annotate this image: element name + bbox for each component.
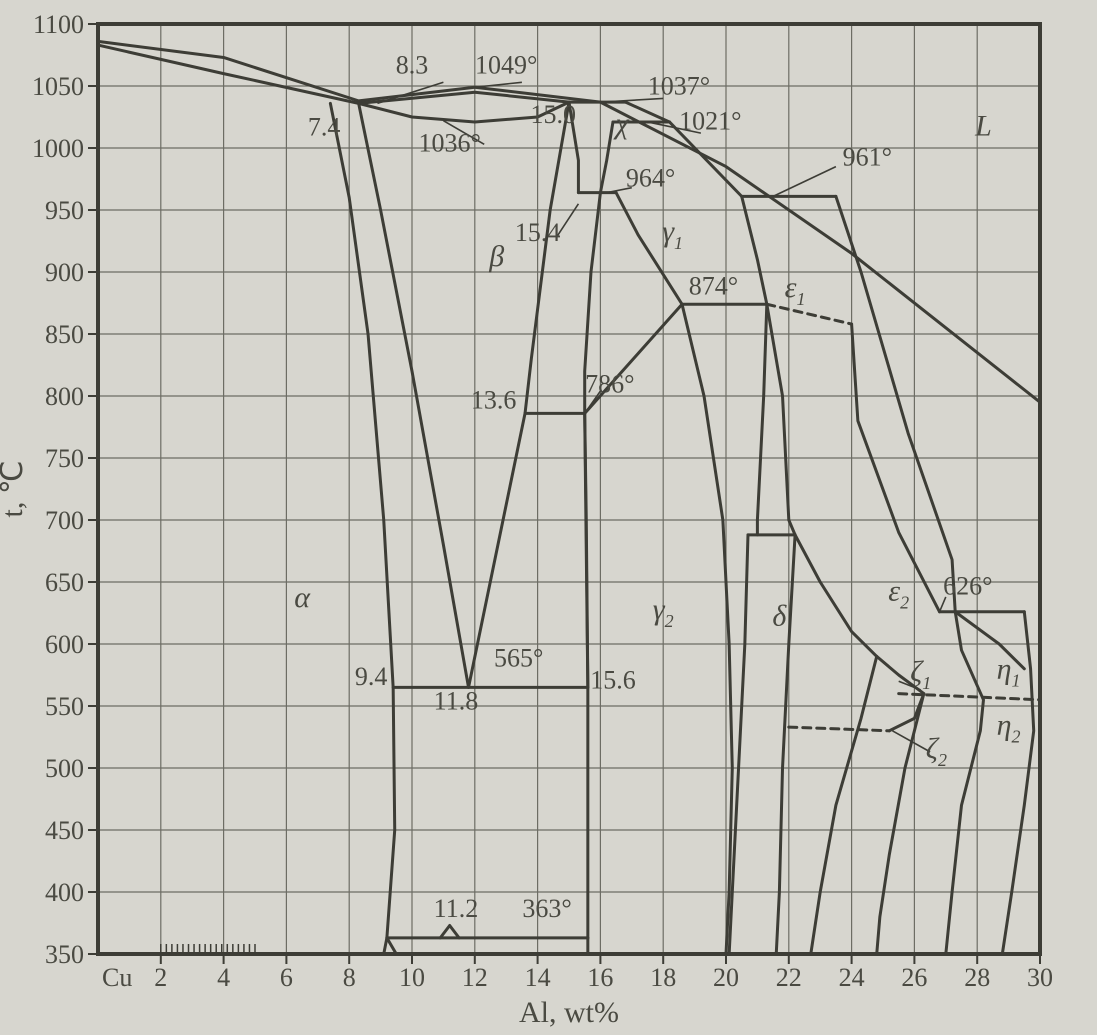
- annotation: 15.0: [531, 100, 577, 129]
- annotation: 626°: [943, 571, 992, 600]
- y-tick-label: 350: [45, 940, 84, 969]
- annotation: 363°: [522, 894, 571, 923]
- annotation: 1021°: [679, 106, 741, 135]
- curve-eps1-liq-boundary: [742, 196, 767, 304]
- curve-dash-858: [767, 304, 852, 324]
- annotation: 786°: [585, 369, 634, 398]
- x-tick-label: 12: [462, 963, 488, 992]
- annotation: 874°: [689, 271, 738, 300]
- phase-label: η2: [997, 709, 1021, 747]
- curve-gamma1-right-upper: [616, 193, 682, 305]
- y-tick-label: 600: [45, 630, 84, 659]
- x-tick-label: 10: [399, 963, 425, 992]
- x-tick-label: 22: [776, 963, 802, 992]
- plot-frame: [98, 24, 1040, 954]
- phase-label: ε2: [888, 575, 909, 613]
- x-tick-label: 20: [713, 963, 739, 992]
- annotation: 13.6: [471, 385, 517, 414]
- annotation: 8.3: [396, 51, 429, 80]
- x-tick-label: 14: [525, 963, 551, 992]
- y-axis-label: t, ℃: [0, 460, 29, 517]
- phase-label: γ2: [653, 593, 674, 631]
- annotation: 7.4: [308, 113, 341, 142]
- curve-beta-left: [359, 103, 469, 687]
- ticks: 24681012141618202224262830Cu350400450500…: [32, 10, 1053, 992]
- annotation: 565°: [494, 643, 543, 672]
- annotation: 1049°: [475, 51, 537, 80]
- annotation: 1036°: [418, 129, 480, 158]
- annotation: 11.2: [434, 894, 479, 923]
- y-tick-label: 750: [45, 444, 84, 473]
- y-tick-label: 450: [45, 816, 84, 845]
- annotation: 1037°: [648, 72, 710, 101]
- y-tick-label: 850: [45, 320, 84, 349]
- grid: [98, 24, 1040, 954]
- x-axis-label: Al, wt%: [519, 996, 619, 1029]
- y-tick-label: 700: [45, 506, 84, 535]
- annotation: 9.4: [355, 662, 388, 691]
- x-tick-label: 4: [217, 963, 230, 992]
- y-tick-label: 900: [45, 258, 84, 287]
- phase-label: β: [488, 240, 504, 273]
- curve-alpha2-after363-left: [387, 938, 396, 954]
- curve-dash-530: [789, 727, 889, 731]
- curve-eps1-right-b: [767, 304, 795, 535]
- curve-eta-outer-left: [946, 612, 984, 954]
- x-tick-label: 28: [964, 963, 990, 992]
- annotation: 15.4: [515, 218, 561, 247]
- curve-beta-right: [525, 102, 569, 413]
- y-tick-label: 950: [45, 196, 84, 225]
- phase-label: ζ1: [910, 655, 931, 693]
- curve-zeta-right-edge: [877, 694, 924, 954]
- curve-eps-outer-right: [852, 324, 940, 612]
- curve-liquidus-upper: [98, 41, 1040, 402]
- annotation: 15.6: [590, 666, 636, 695]
- phase-labels: Lα β χ γ1 γ2 δ ε1 ε2 ζ1 ζ2 η1 η2: [294, 107, 1020, 770]
- y-tick-label: 800: [45, 382, 84, 411]
- curve-dash-555-r: [899, 694, 1040, 700]
- curve-chi-right: [600, 122, 613, 193]
- annotations: 8.3 1049° 7.4 1036° 15.0 1037° 1021°964° 961° 15…: [308, 51, 993, 923]
- annotation: 961°: [843, 142, 892, 171]
- phase-diagram: 24681012141618202224262830Cu350400450500…: [0, 0, 1097, 1035]
- y-tick-label: 400: [45, 878, 84, 907]
- curve-tieline-786-565-right: [585, 413, 588, 687]
- phase-label: α: [294, 581, 311, 614]
- y-tick-label: 500: [45, 754, 84, 783]
- curve-eps2-line-toL: [836, 196, 955, 611]
- phase-curves: [98, 41, 1040, 954]
- phase-label: L: [974, 110, 992, 143]
- x-tick-label: 8: [343, 963, 356, 992]
- x-tick-label: 18: [650, 963, 676, 992]
- x-tick-label: 30: [1027, 963, 1053, 992]
- x-tick-label: 16: [587, 963, 613, 992]
- y-tick-label: 550: [45, 692, 84, 721]
- curve-gamma2-right: [682, 304, 732, 954]
- curve-eps2-lower-left: [795, 535, 877, 657]
- y-tick-label: 1100: [33, 10, 84, 39]
- x-tick-label: 24: [839, 963, 865, 992]
- curve-eps1-right: [757, 304, 766, 535]
- x-tick-label: 2: [154, 963, 167, 992]
- phase-label: γ1: [662, 215, 683, 253]
- phase-label: ζ2: [926, 732, 947, 770]
- x-origin-label: Cu: [102, 963, 132, 992]
- phase-label: η1: [997, 653, 1021, 691]
- y-tick-label: 650: [45, 568, 84, 597]
- annotation: 964°: [626, 163, 675, 192]
- annotation: 11.8: [434, 687, 479, 716]
- phase-label: ε1: [785, 271, 806, 309]
- curve-eps2-lower-right: [811, 656, 877, 954]
- x-tick-label: 6: [280, 963, 293, 992]
- phase-label: δ: [772, 599, 787, 632]
- y-tick-label: 1050: [32, 72, 84, 101]
- phase-label: χ: [613, 107, 630, 140]
- y-tick-label: 1000: [32, 134, 84, 163]
- x-tick-label: 26: [901, 963, 927, 992]
- curve-delta-right: [776, 535, 795, 954]
- curve-alpha2-triangle: [440, 925, 459, 937]
